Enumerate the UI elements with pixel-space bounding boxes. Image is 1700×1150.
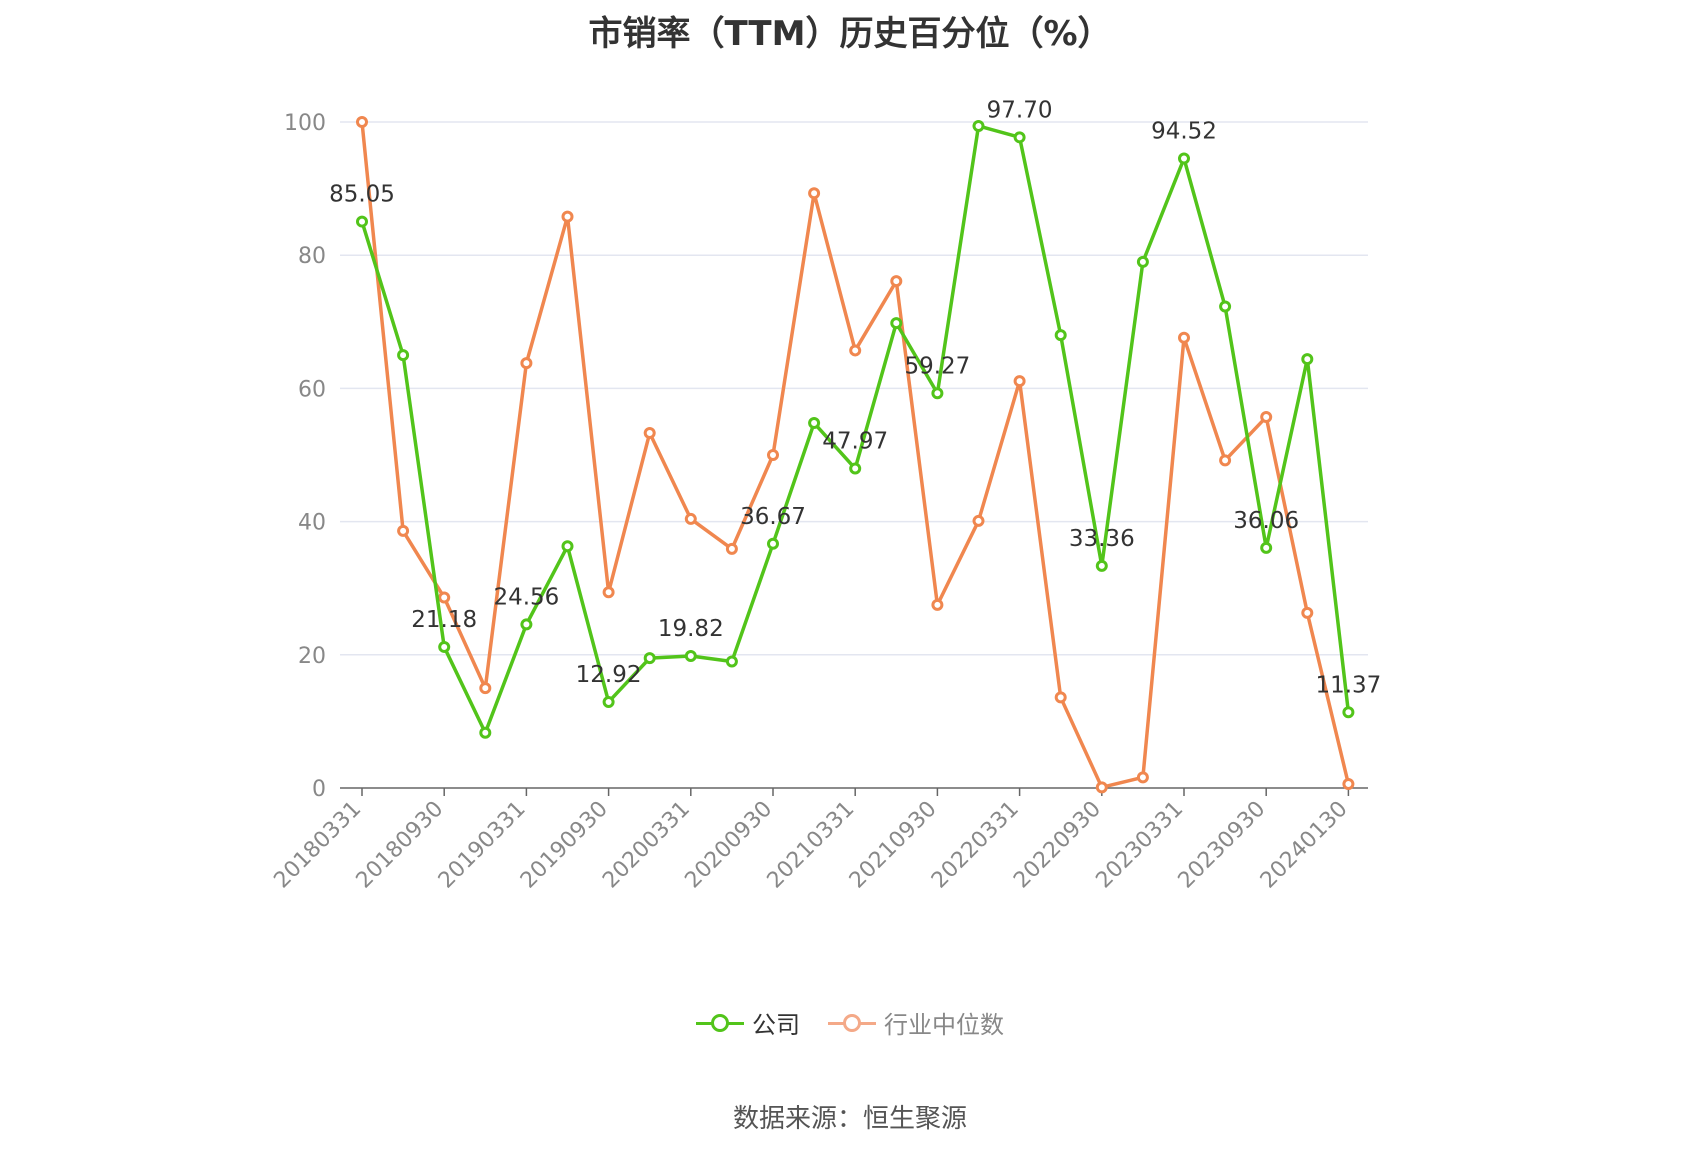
data-point-company	[356, 215, 368, 228]
data-point-company	[520, 618, 533, 631]
data-point-company	[1054, 329, 1067, 342]
data-label-company: 36.06	[1233, 508, 1299, 534]
data-point-company	[1095, 559, 1108, 572]
data-point-industry	[479, 682, 492, 695]
data-point-industry	[684, 512, 697, 525]
data-point-company	[1260, 541, 1273, 554]
legend-label-industry: 行业中位数	[884, 1011, 1004, 1039]
x-tick-label: 20240130	[1256, 797, 1353, 894]
grid-lines	[340, 121, 1368, 656]
x-tick-label: 20220930	[1009, 797, 1106, 894]
data-point-company	[397, 349, 410, 362]
data-point-company	[643, 652, 656, 665]
data-point-industry	[602, 586, 615, 599]
x-tick-label: 20180331	[269, 797, 366, 894]
x-tick-label: 20220331	[927, 797, 1024, 894]
data-point-company	[1013, 131, 1026, 144]
data-point-company	[479, 726, 492, 739]
y-tick-label: 60	[298, 377, 326, 402]
data-point-industry	[1342, 778, 1355, 791]
data-point-company	[1136, 255, 1149, 268]
data-point-industry	[520, 357, 533, 370]
legend-label-company: 公司	[752, 1011, 800, 1039]
legend-swatch-industry-icon	[828, 1013, 876, 1033]
data-label-company: 21.18	[411, 607, 477, 633]
data-label-company: 33.36	[1069, 526, 1135, 552]
y-tick-label: 80	[298, 244, 326, 269]
data-point-industry	[356, 116, 368, 128]
source-text: 数据来源：恒生聚源	[732, 1104, 967, 1134]
x-tick-label: 20210331	[763, 797, 860, 894]
data-point-company	[890, 317, 903, 330]
data-point-industry	[1260, 411, 1273, 424]
legend: 公司 行业中位数	[0, 1005, 1700, 1040]
data-point-company	[849, 462, 862, 475]
data-point-company	[767, 537, 779, 550]
data-point-company	[808, 417, 821, 430]
data-label-company: 97.70	[987, 97, 1053, 123]
data-point-industry	[972, 514, 985, 527]
data-point-industry	[1054, 691, 1067, 704]
series-lines	[356, 116, 1355, 794]
x-tick-label: 20230331	[1091, 797, 1188, 894]
data-point-company	[438, 640, 451, 653]
data-point-industry	[561, 210, 574, 223]
y-tick-label: 40	[298, 511, 326, 536]
data-point-company	[602, 695, 615, 708]
data-point-company	[561, 540, 574, 553]
data-point-company	[1219, 300, 1232, 313]
data-label-company: 47.97	[822, 429, 888, 455]
data-point-industry	[725, 542, 738, 555]
chart-title: 市销率（TTM）历史百分位（%）	[588, 14, 1112, 54]
data-point-company	[1178, 152, 1190, 165]
data-point-company	[972, 119, 985, 132]
x-tick-label: 20190331	[434, 797, 531, 894]
data-label-company: 36.67	[740, 504, 806, 530]
data-label-company: 59.27	[904, 353, 970, 379]
data-point-industry	[849, 344, 862, 357]
data-point-industry	[890, 275, 903, 288]
x-tick-label: 20200331	[598, 797, 695, 894]
data-label-company: 12.92	[576, 662, 642, 688]
y-tick-label: 100	[284, 111, 326, 136]
y-tick-label: 0	[312, 777, 326, 802]
x-tick-label: 20180930	[352, 797, 449, 894]
legend-item-company[interactable]: 公司	[696, 1005, 800, 1040]
data-label-company: 19.82	[658, 616, 724, 642]
data-point-industry	[1136, 771, 1149, 784]
data-point-industry	[643, 427, 656, 440]
data-point-industry	[931, 598, 944, 611]
data-point-industry	[438, 591, 451, 604]
data-label-company: 85.05	[329, 182, 395, 208]
data-point-industry	[1301, 606, 1314, 619]
legend-swatch-company-icon	[696, 1013, 744, 1033]
data-point-industry	[767, 449, 779, 461]
x-tick-label: 20190930	[516, 797, 613, 894]
data-point-industry	[1095, 781, 1108, 794]
y-tick-label: 20	[298, 644, 326, 669]
data-label-company: 94.52	[1151, 118, 1217, 144]
x-tick-label: 20200930	[680, 797, 777, 894]
x-tick-label: 20230930	[1174, 797, 1271, 894]
data-point-company	[725, 655, 738, 668]
data-point-company	[684, 649, 697, 662]
data-point-company	[1301, 353, 1314, 366]
data-labels: 85.05 21.18 24.56 12.92 19.82 36.67 47.97 59.27…	[329, 97, 1381, 698]
data-point-company	[931, 387, 944, 400]
legend-item-industry[interactable]: 行业中位数	[828, 1005, 1004, 1040]
data-point-industry	[1013, 375, 1026, 388]
data-point-company	[1342, 706, 1355, 719]
data-point-industry	[1178, 331, 1190, 344]
data-point-industry	[397, 524, 410, 537]
data-label-company: 24.56	[493, 584, 559, 610]
x-tick-label: 20210930	[845, 797, 942, 894]
data-label-company: 11.37	[1315, 672, 1381, 698]
data-point-industry	[808, 187, 821, 200]
data-point-industry	[1219, 454, 1232, 467]
